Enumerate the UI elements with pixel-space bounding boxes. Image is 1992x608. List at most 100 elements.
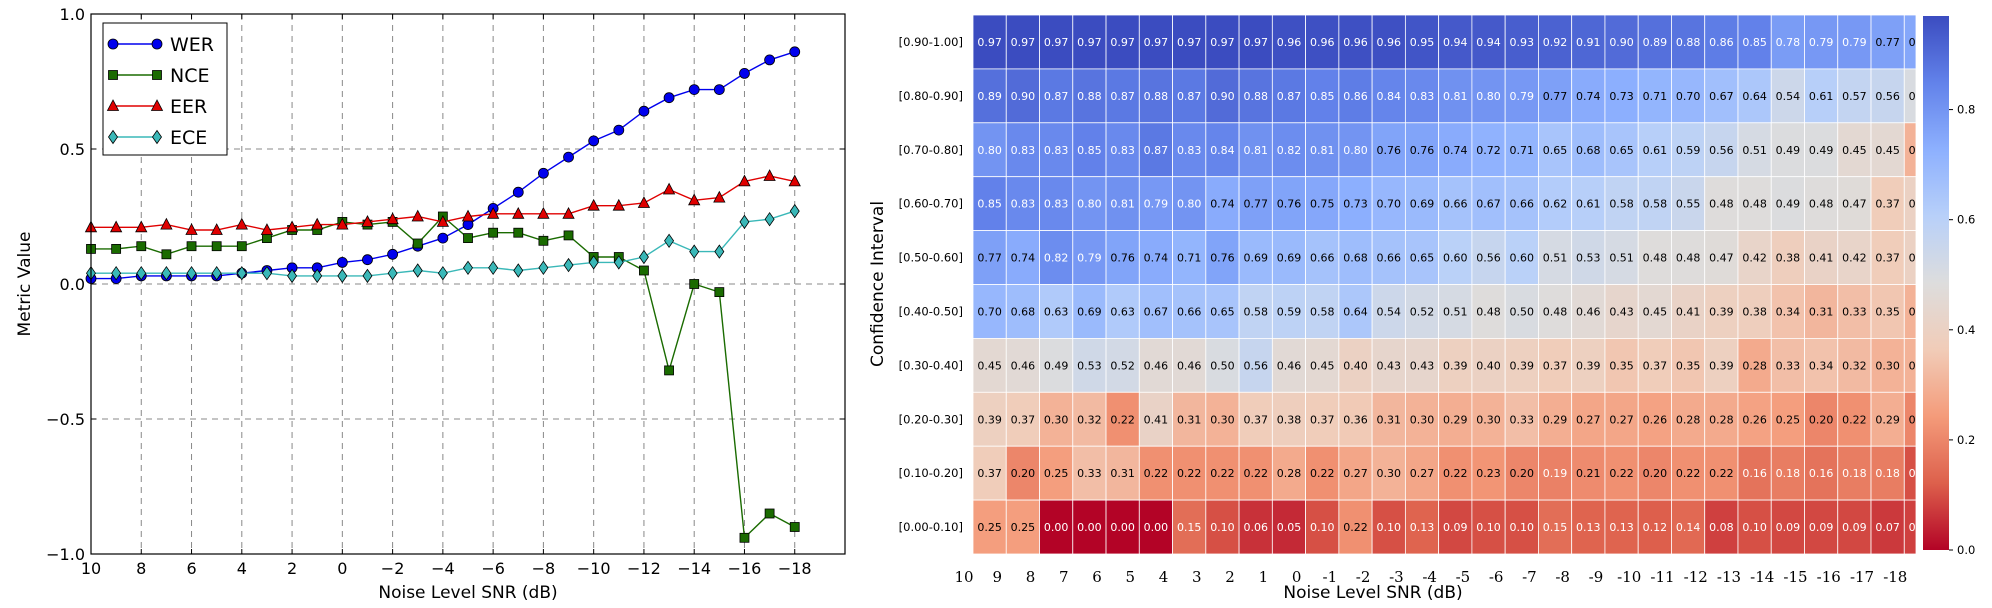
heatmap-cell [1538,445,1573,501]
heatmap-cell-label: 0.43 [1410,359,1435,372]
data-point-eer [587,198,600,211]
heatmap-cell [1371,230,1406,285]
data-point-ece [538,260,549,276]
heatmap-cell [1238,499,1273,555]
heatmap-cell-label: 0.49 [1044,359,1069,372]
heatmap-cell [1305,391,1340,447]
heatmap-cell-label: 0.21 [1576,467,1601,480]
data-point-ece [387,265,398,281]
heatmap-cell-label: 0.96 [1310,36,1335,49]
data-point-ece [488,260,499,276]
heatmap-cell-label: 0.22 [1210,467,1235,480]
heatmap-cell [1637,176,1672,231]
heatmap-x-tick-labels: 10 9 8 7 6 5 4 3 2 1 0 -1 -2 -3 -4 -5 -6 -7 -8 -9 -10 -11 -12-… [954,568,1907,586]
data-point-eer [386,212,399,225]
legend-label-nce: NCE [170,65,209,87]
heatmap-cell [1072,230,1107,285]
heatmap-cell [1770,284,1805,339]
heatmap-cell [972,391,1007,447]
heatmap-cell [1371,499,1406,555]
heatmap-cell-label: 0.35 [1609,359,1634,372]
heatmap-cell-label: 0.74 [1576,90,1601,103]
heatmap-cell [1704,499,1739,555]
heatmap-cell-label: 0.22 [1676,467,1701,480]
data-point-eer [763,169,776,181]
heatmap-cell [1305,230,1340,285]
heatmap-cell-label: 0.83 [1044,144,1069,157]
heatmap-cell-label: 0.48 [1742,198,1767,211]
heatmap-cell-label: 0.42 [1842,252,1867,265]
heatmap-cell-label: 0.43 [1377,359,1402,372]
data-point-eer [235,217,248,230]
heatmap-cell [1671,284,1706,339]
data-point-wer [789,46,801,58]
heatmap-cell-label: 0.57 [1842,90,1867,103]
heatmap-cell [1804,284,1839,339]
heatmap-cell-label: 0.94 [1476,36,1501,49]
heatmap-cell [1172,284,1207,339]
data-point-wer [538,167,549,179]
heatmap-cell-label: 0.23 [1476,467,1501,480]
heatmap-cell [1105,391,1140,447]
legend-marker-wer [151,38,163,50]
heatmap-cell-label: 0.33 [1510,413,1535,426]
heatmap-cell-label: 0.30 [1875,359,1900,372]
heatmap-cell-label: 0.34 [1809,359,1834,372]
heatmap-cell [1471,68,1506,124]
heatmap-clip-edge [1916,13,1924,556]
data-point-ece [312,268,323,284]
heatmap-cell-label: 0.42 [1742,252,1767,265]
heatmap-cell [1538,176,1573,231]
heatmap-cell-label: 0.49 [1809,144,1834,157]
heatmap-cell-label: 0.25 [977,521,1002,534]
heatmap-cell [1371,337,1406,393]
heatmap-cell-label: 0.30 [1210,413,1235,426]
heatmap-cell [1438,284,1473,339]
heatmap-cell-label: 0.79 [1842,36,1867,49]
heatmap-cell [1471,14,1506,70]
heatmap-cell-label: 0.15 [1177,521,1202,534]
heatmap-cell-label: 0.28 [1676,413,1701,426]
heatmap-y-tick-label: [0.90-1.00] [899,35,963,49]
heatmap-cell [1238,337,1273,393]
heatmap-cell-label: 0.46 [1011,359,1036,372]
heatmap-cell-label: 0.96 [1377,36,1402,49]
data-point-nce [513,227,524,238]
data-point-nce [211,241,222,252]
heatmap-cell-label: 0.87 [1044,90,1069,103]
heatmap-cell [1637,445,1672,501]
line-chart-legend: WER NCE EER ECE [102,22,228,156]
heatmap-x-tick-label: -8 [1555,568,1570,586]
heatmap-cell-label: 0.79 [1809,36,1834,49]
heatmap-cell-label: 0.37 [977,467,1002,480]
heatmap-cell [1338,284,1373,339]
heatmap-cell-label: 0.72 [1476,144,1501,157]
heatmap-x-tick-label: -14 [1750,568,1774,586]
heatmap-cell-label: 0.87 [1277,90,1302,103]
heatmap-cell-label: 0.13 [1410,521,1435,534]
heatmap-cell-label: 0.08 [1709,521,1734,534]
heatmap-cell [972,445,1007,501]
heatmap-cell [1737,230,1772,285]
data-point-nce [764,508,775,519]
heatmap-x-tick-label: 5 [1126,568,1136,586]
heatmap-cell [1870,122,1905,178]
heatmap-cell [1837,122,1872,178]
heatmap-cell [1238,284,1273,339]
heatmap-cell [1870,176,1905,231]
heatmap-cell-label: 0.67 [1144,305,1169,318]
heatmap-cell-label: 0.48 [1709,198,1734,211]
heatmap-cell-label: 0.25 [1776,413,1801,426]
heatmap-cell [1637,14,1672,70]
heatmap-cell-label: 0.41 [1676,305,1701,318]
heatmap-cell-label: 0.29 [1443,413,1468,426]
heatmap-cell-label: 0.37 [1875,198,1900,211]
data-point-ece [236,265,247,281]
series-eer [84,169,801,235]
heatmap-cell [1371,122,1406,178]
heatmap-cell-label: 0.28 [1277,467,1302,480]
heatmap-cell-label: 0.30 [1476,413,1501,426]
heatmap-cell-label: 0.50 [1510,305,1535,318]
heatmap-cell-label: 0.76 [1277,198,1302,211]
data-point-ece [764,211,775,227]
